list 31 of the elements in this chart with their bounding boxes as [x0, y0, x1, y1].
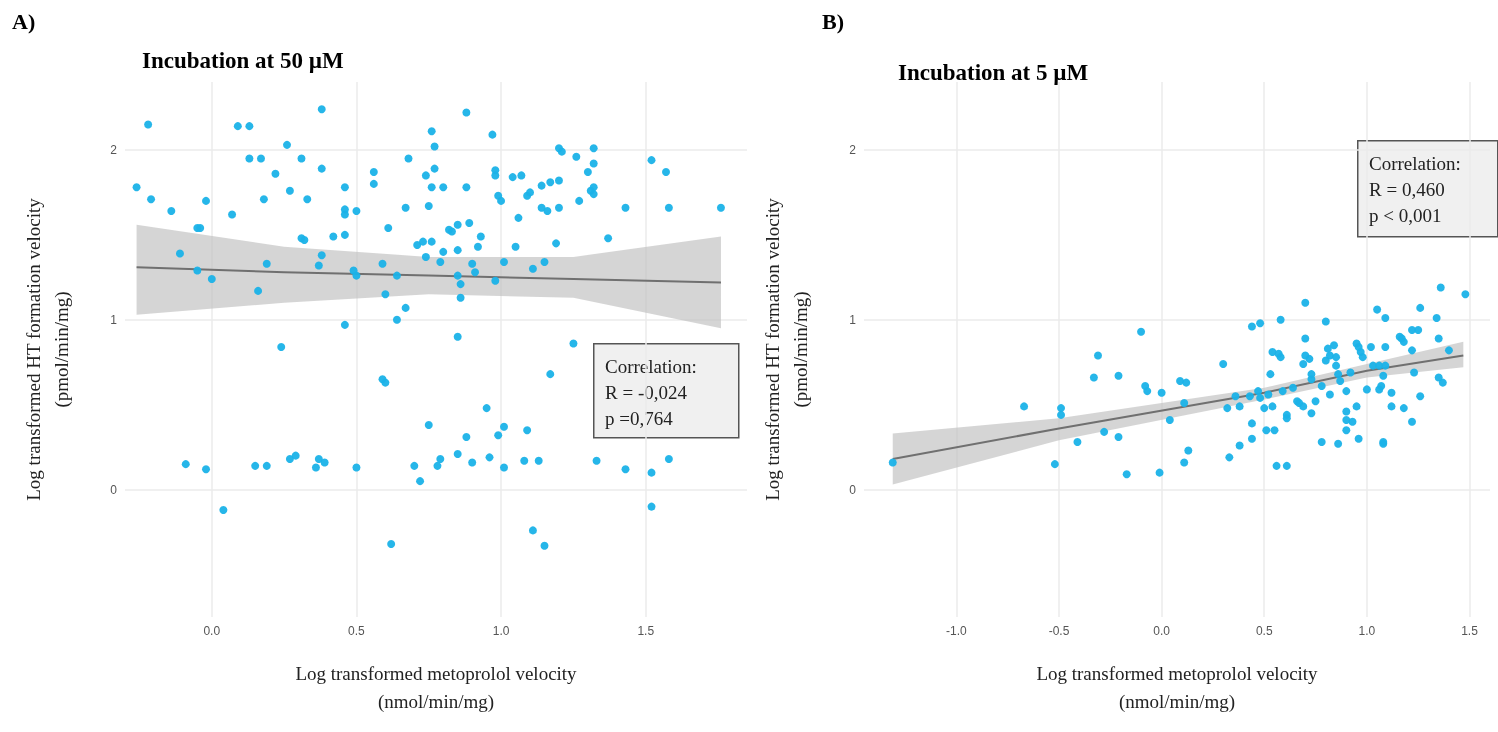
y-axis-title: Log transformed HT formation velocity (pmol/min/mg)	[22, 197, 73, 501]
annotation: p =0,764	[605, 407, 674, 429]
text: B)	[822, 8, 844, 34]
y-tick-label: 2	[110, 142, 118, 157]
y-axis-title: Log transformed HT formation velocity (pmol/min/mg)	[761, 197, 812, 501]
y-tick-label: 0	[849, 482, 857, 497]
x-tick-label: 0.0	[1153, 624, 1171, 638]
annotation: R = -0,024	[605, 381, 688, 403]
x-tick-label: 0.5	[1255, 624, 1273, 638]
x-tick-label: -0.5	[1048, 624, 1070, 638]
x-tick-label: 1.0	[1358, 624, 1376, 638]
chart-title: Incubation at 50 µM	[142, 48, 345, 73]
annotation: p < 0,001	[1369, 204, 1442, 226]
x-tick-label: 1.0	[492, 624, 510, 638]
y-tick-label: 2	[849, 142, 857, 157]
y-tick-label: 1	[849, 312, 857, 327]
annotation: R = 0,460	[1369, 178, 1445, 200]
x-tick-label: 0.5	[348, 624, 366, 638]
x-axis-title: Log transformed metoprolol velocity (nmol/min/mg)	[1036, 662, 1319, 713]
x-tick-label: 1.5	[637, 624, 655, 638]
x-tick-label: -1.0	[946, 624, 968, 638]
y-tick-label: 0	[110, 482, 118, 497]
chart-title: Incubation at 5 µM	[898, 60, 1089, 85]
x-tick-label: 0.0	[203, 624, 221, 638]
text: A)	[12, 8, 36, 34]
x-tick-label: 1.5	[1461, 624, 1479, 638]
line-series	[135, 266, 722, 284]
y-tick-label: 1	[110, 312, 118, 327]
annotation: Correlation:	[1369, 152, 1461, 174]
x-axis-title: Log transformed metoprolol velocity (nmol/min/mg)	[295, 662, 578, 713]
annotation: Correlation:	[605, 355, 697, 377]
